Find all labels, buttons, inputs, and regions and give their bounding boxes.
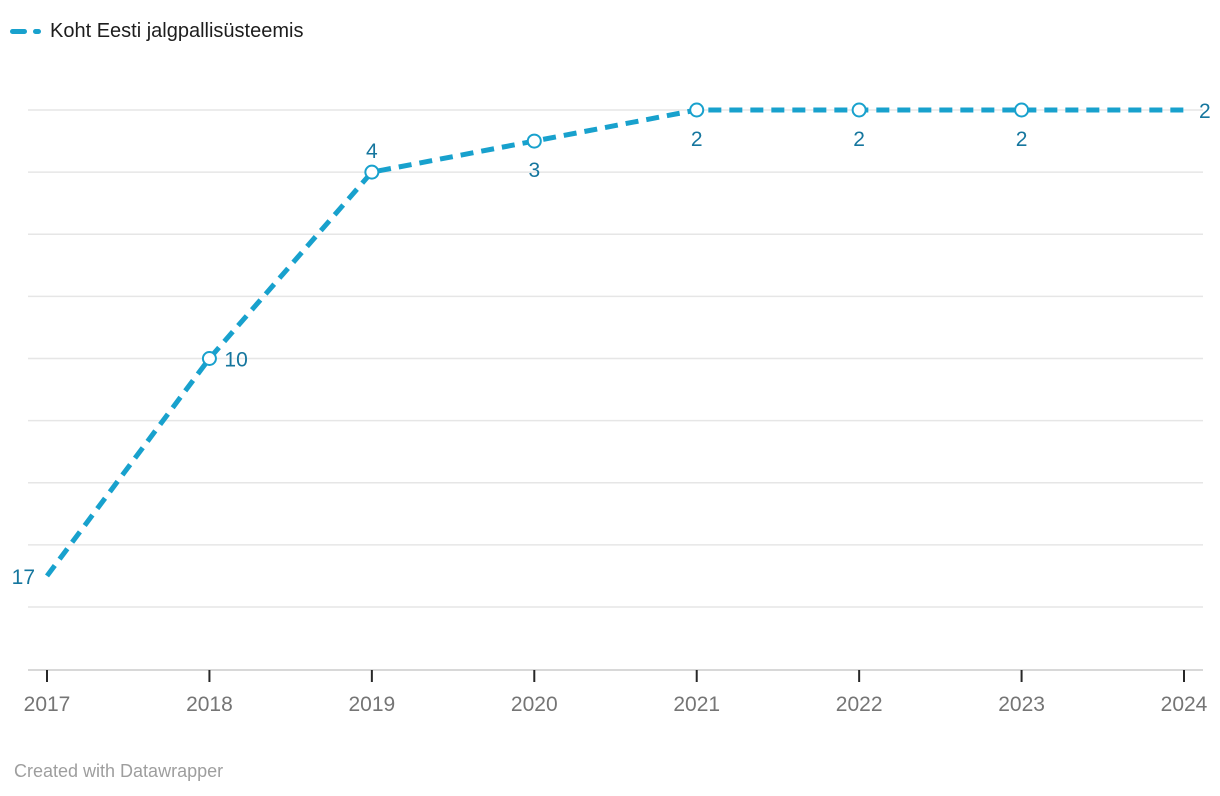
- x-tick-label: 2022: [836, 693, 883, 716]
- data-point-marker: [201, 351, 217, 366]
- data-point-marker: [689, 102, 705, 118]
- x-tick-label: 2024: [1161, 693, 1208, 716]
- value-label: 2: [1016, 128, 1028, 151]
- value-label: 3: [528, 159, 540, 182]
- data-point-marker: [851, 102, 867, 118]
- value-label: 2: [691, 128, 703, 151]
- dashed-line-legend-icon: [10, 28, 41, 34]
- value-label: 4: [366, 140, 378, 163]
- data-line: [44, 107, 1185, 578]
- value-label: 2: [853, 128, 865, 151]
- value-label: 2: [1199, 100, 1211, 123]
- x-tick-label: 2018: [186, 693, 233, 716]
- legend: Koht Eesti jalgpallisüsteemis: [10, 19, 303, 43]
- x-tick-label: 2019: [349, 693, 396, 716]
- legend-dash-short: [33, 28, 41, 34]
- legend-label: Koht Eesti jalgpallisüsteemis: [50, 20, 304, 42]
- x-tick-label: 2017: [24, 693, 71, 716]
- value-label: 10: [224, 349, 247, 372]
- datawrapper-attribution-link[interactable]: Created with Datawrapper: [14, 761, 224, 781]
- data-point-marker: [1014, 102, 1030, 118]
- x-tick-label: 2020: [511, 693, 558, 716]
- x-tick-label: 2023: [998, 693, 1045, 716]
- value-label: 17: [12, 566, 35, 589]
- data-point-marker: [526, 133, 542, 149]
- x-tick-label: 2021: [673, 693, 720, 716]
- legend-dash-long: [10, 28, 27, 34]
- data-point-marker: [364, 164, 380, 180]
